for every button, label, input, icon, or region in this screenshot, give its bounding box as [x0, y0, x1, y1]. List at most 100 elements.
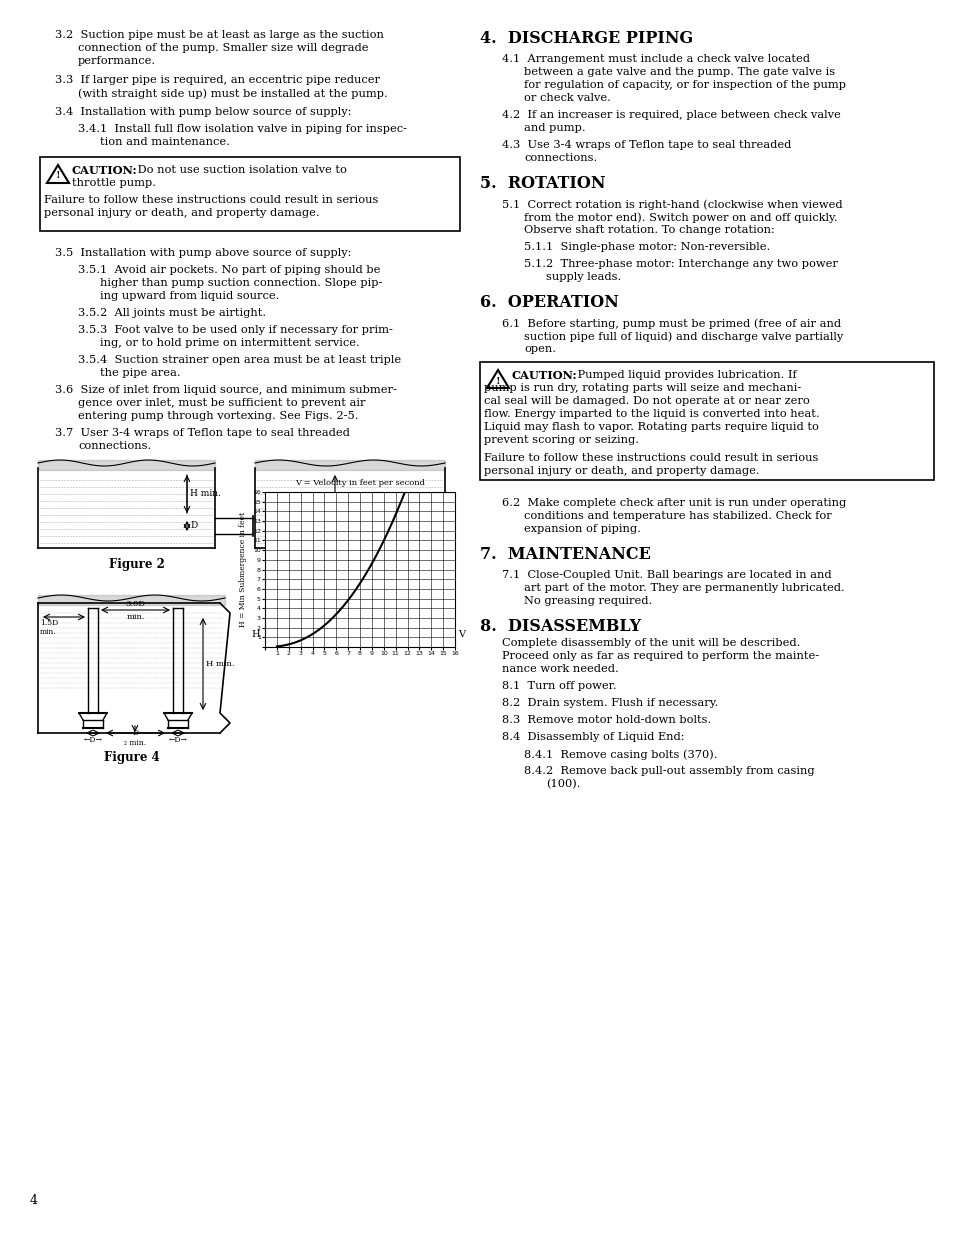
Text: 8.4  Disassembly of Liquid End:: 8.4 Disassembly of Liquid End:	[501, 732, 684, 742]
Text: 8.  DISASSEMBLY: 8. DISASSEMBLY	[479, 618, 640, 635]
Text: 8.1  Turn off power.: 8.1 Turn off power.	[501, 680, 616, 692]
Text: No greasing required.: No greasing required.	[523, 597, 652, 606]
Text: 3.4  Installation with pump below source of supply:: 3.4 Installation with pump below source …	[55, 107, 351, 117]
Text: Figure 5: Figure 5	[332, 531, 388, 543]
Text: 4.2  If an increaser is required, place between check valve: 4.2 If an increaser is required, place b…	[501, 110, 840, 120]
Text: 8.3  Remove motor hold-down bolts.: 8.3 Remove motor hold-down bolts.	[501, 715, 711, 725]
Text: min.: min.	[40, 629, 56, 636]
Text: Figure 2: Figure 2	[109, 558, 164, 571]
Text: H min.: H min.	[337, 503, 369, 513]
Text: 5.1.1  Single-phase motor: Non-reversible.: 5.1.1 Single-phase motor: Non-reversible…	[523, 242, 769, 252]
Text: 3.5.2  All joints must be airtight.: 3.5.2 All joints must be airtight.	[78, 308, 266, 317]
Text: 4.3  Use 3-4 wraps of Teflon tape to seal threaded: 4.3 Use 3-4 wraps of Teflon tape to seal…	[501, 140, 791, 149]
Text: 4: 4	[30, 1194, 38, 1207]
Text: connection of the pump. Smaller size will degrade: connection of the pump. Smaller size wil…	[78, 43, 368, 53]
Text: suction pipe full of liquid) and discharge valve partially: suction pipe full of liquid) and dischar…	[523, 331, 842, 342]
Text: for regulation of capacity, or for inspection of the pump: for regulation of capacity, or for inspe…	[523, 80, 845, 90]
Text: supply leads.: supply leads.	[545, 272, 620, 282]
Text: !: !	[496, 377, 499, 385]
Text: H min.: H min.	[190, 489, 221, 499]
Text: GPM x 0.4085: GPM x 0.4085	[359, 503, 415, 511]
Text: prevent scoring or seizing.: prevent scoring or seizing.	[483, 435, 639, 445]
Text: expansion of piping.: expansion of piping.	[523, 524, 640, 534]
Text: 3.5.3  Foot valve to be used only if necessary for prim-: 3.5.3 Foot valve to be used only if nece…	[78, 325, 393, 335]
Text: 6.  OPERATION: 6. OPERATION	[479, 294, 618, 311]
Text: flow. Energy imparted to the liquid is converted into heat.: flow. Energy imparted to the liquid is c…	[483, 409, 819, 419]
Text: cal seal will be damaged. Do not operate at or near zero: cal seal will be damaged. Do not operate…	[483, 396, 809, 406]
Text: throttle pump.: throttle pump.	[71, 178, 156, 188]
Text: 1.5D: 1.5D	[40, 619, 58, 627]
Text: Observe shaft rotation. To change rotation:: Observe shaft rotation. To change rotati…	[523, 225, 774, 235]
Bar	[40, 157, 459, 231]
Text: higher than pump suction connection. Slope pip-: higher than pump suction connection. Slo…	[100, 278, 382, 288]
Text: Proceed only as far as required to perform the mainte-: Proceed only as far as required to perfo…	[501, 651, 819, 661]
Text: ing, or to hold prime on intermittent service.: ing, or to hold prime on intermittent se…	[100, 338, 359, 348]
Text: Area: Area	[294, 517, 313, 525]
Text: V = Velocity in feet per second: V = Velocity in feet per second	[294, 479, 424, 487]
Text: D²: D²	[382, 517, 391, 525]
Text: Failure to follow these instructions could result in serious: Failure to follow these instructions cou…	[44, 195, 378, 205]
Text: Do not use suction isolation valve to: Do not use suction isolation valve to	[133, 165, 347, 175]
Text: 8.4.1  Remove casing bolts (370).: 8.4.1 Remove casing bolts (370).	[523, 748, 717, 760]
Text: connections.: connections.	[523, 153, 597, 163]
Text: tion and maintenance.: tion and maintenance.	[100, 137, 230, 147]
Text: CAUTION:: CAUTION:	[512, 370, 577, 382]
Text: 4.1  Arrangement must include a check valve located: 4.1 Arrangement must include a check val…	[501, 54, 809, 64]
Text: 6.1  Before starting, pump must be primed (free of air and: 6.1 Before starting, pump must be primed…	[501, 317, 841, 329]
Text: H = Min Submergence in feet: H = Min Submergence in feet	[239, 513, 247, 627]
Text: D: D	[375, 568, 383, 578]
Text: (with straight side up) must be installed at the pump.: (with straight side up) must be installe…	[78, 88, 387, 99]
Text: ₂ min.: ₂ min.	[124, 739, 147, 747]
Text: Pumped liquid provides lubrication. If: Pumped liquid provides lubrication. If	[574, 370, 796, 380]
Text: 5.  ROTATION: 5. ROTATION	[479, 175, 605, 191]
Text: between a gate valve and the pump. The gate valve is: between a gate valve and the pump. The g…	[523, 67, 834, 77]
Text: D: D	[190, 521, 197, 531]
Text: Complete disassembly of the unit will be described.: Complete disassembly of the unit will be…	[501, 638, 800, 648]
Text: !: !	[55, 172, 60, 180]
Text: 3.7  User 3-4 wraps of Teflon tape to seal threaded: 3.7 User 3-4 wraps of Teflon tape to sea…	[55, 429, 350, 438]
Text: Figure 4: Figure 4	[104, 751, 159, 764]
Text: 3.5  Installation with pump above source of supply:: 3.5 Installation with pump above source …	[55, 248, 351, 258]
Text: and pump.: and pump.	[523, 124, 585, 133]
Text: 3.2  Suction pipe must be at least as large as the suction: 3.2 Suction pipe must be at least as lar…	[55, 30, 383, 40]
Text: 3.4.1  Install full flow isolation valve in piping for inspec-: 3.4.1 Install full flow isolation valve …	[78, 124, 407, 135]
Text: 7.  MAINTENANCE: 7. MAINTENANCE	[479, 546, 650, 563]
Text: performance.: performance.	[78, 56, 156, 65]
Text: 3.6  Size of inlet from liquid source, and minimum submer-: 3.6 Size of inlet from liquid source, an…	[55, 385, 396, 395]
Text: D: D	[132, 729, 138, 737]
Text: pump is run dry, rotating parts will seize and mechani-: pump is run dry, rotating parts will sei…	[483, 383, 801, 393]
Text: 3.3  If larger pipe is required, an eccentric pipe reducer: 3.3 If larger pipe is required, an eccen…	[55, 75, 379, 85]
Text: 7.1  Close-Coupled Unit. Ball bearings are located in and: 7.1 Close-Coupled Unit. Ball bearings ar…	[501, 571, 831, 580]
Text: 5.1.2  Three-phase motor: Interchange any two power: 5.1.2 Three-phase motor: Interchange any…	[523, 259, 837, 269]
Text: Failure to follow these instructions could result in serious: Failure to follow these instructions cou…	[483, 453, 818, 463]
Text: gence over inlet, must be sufficient to prevent air: gence over inlet, must be sufficient to …	[78, 398, 365, 408]
Text: H min.: H min.	[206, 659, 234, 668]
Text: 3.5.4  Suction strainer open area must be at least triple: 3.5.4 Suction strainer open area must be…	[78, 354, 400, 366]
Text: 3.5.1  Avoid air pockets. No part of piping should be: 3.5.1 Avoid air pockets. No part of pipi…	[78, 266, 380, 275]
Text: personal injury or death, and property damage.: personal injury or death, and property d…	[483, 466, 759, 475]
Text: Liquid may flash to vapor. Rotating parts require liquid to: Liquid may flash to vapor. Rotating part…	[483, 422, 818, 432]
Text: ←D→: ←D→	[169, 736, 187, 743]
Text: ing upward from liquid source.: ing upward from liquid source.	[100, 291, 279, 301]
Text: nance work needed.: nance work needed.	[501, 664, 618, 674]
Text: 6.2  Make complete check after unit is run under operating: 6.2 Make complete check after unit is ru…	[501, 498, 845, 508]
Text: connections.: connections.	[78, 441, 152, 451]
Text: H: H	[251, 630, 260, 638]
Text: =GPM x 0.321: =GPM x 0.321	[274, 503, 331, 511]
Text: entering pump through vortexing. See Figs. 2-5.: entering pump through vortexing. See Fig…	[78, 411, 358, 421]
Text: 8.2  Drain system. Flush if necessary.: 8.2 Drain system. Flush if necessary.	[501, 698, 718, 708]
Text: from the motor end). Switch power on and off quickly.: from the motor end). Switch power on and…	[523, 212, 837, 222]
Text: art part of the motor. They are permanently lubricated.: art part of the motor. They are permanen…	[523, 583, 843, 593]
Text: or check valve.: or check valve.	[523, 93, 610, 103]
Text: 5.1  Correct rotation is right-hand (clockwise when viewed: 5.1 Correct rotation is right-hand (cloc…	[501, 199, 841, 210]
Text: conditions and temperature has stabilized. Check for: conditions and temperature has stabilize…	[523, 511, 831, 521]
Text: Figure 3: Figure 3	[342, 558, 397, 571]
Text: (100).: (100).	[545, 779, 579, 789]
Bar	[479, 362, 933, 480]
Text: V: V	[457, 630, 464, 638]
Text: 8.4.2  Remove back pull-out assembly from casing: 8.4.2 Remove back pull-out assembly from…	[523, 766, 814, 776]
Text: the pipe area.: the pipe area.	[100, 368, 180, 378]
Text: personal injury or death, and property damage.: personal injury or death, and property d…	[44, 207, 319, 219]
Text: 3.0D: 3.0D	[126, 600, 146, 608]
Text: open.: open.	[523, 345, 556, 354]
